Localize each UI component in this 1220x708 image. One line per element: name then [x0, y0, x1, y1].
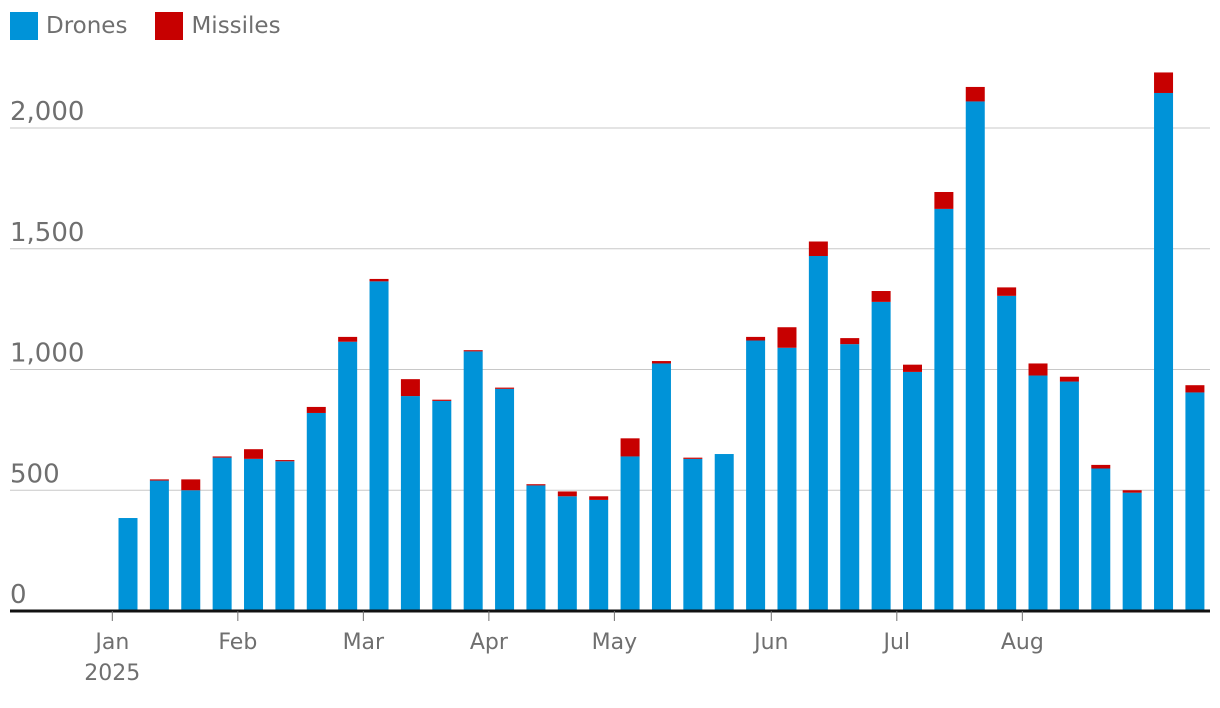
legend-label-missiles: Missiles — [191, 13, 281, 39]
x-tick-sublabel: 2025 — [84, 661, 140, 686]
bar-missiles — [400, 379, 420, 397]
bar-missiles — [181, 479, 201, 491]
bar-drones — [149, 480, 169, 611]
legend-item-missiles: Missiles — [155, 12, 281, 40]
bar-drones — [903, 371, 922, 611]
bar-drones — [777, 347, 797, 611]
x-tick-label: Apr — [470, 630, 509, 655]
bar-drones — [495, 388, 515, 611]
bar-missiles — [997, 287, 1017, 296]
legend-swatch-drones — [10, 12, 38, 40]
x-tick-label: Aug — [1001, 630, 1044, 655]
bar-missiles — [683, 457, 703, 459]
bar-missiles — [338, 336, 358, 342]
bar-missiles — [746, 336, 766, 341]
bar-missiles — [526, 484, 546, 486]
bar-drones — [338, 341, 358, 611]
bar-missiles — [651, 361, 671, 364]
x-tick-label: Feb — [218, 630, 257, 655]
bar-missiles — [1059, 376, 1079, 382]
bar-missiles — [149, 479, 169, 481]
legend-item-drones: Drones — [10, 12, 127, 40]
chart-legend: Drones Missiles — [10, 12, 281, 40]
bar-drones — [965, 101, 985, 611]
bar-missiles — [306, 406, 326, 413]
x-tick-label: Jan — [93, 630, 129, 655]
bar-drones — [808, 255, 828, 611]
y-tick-label: 0 — [10, 580, 27, 610]
bar-missiles — [495, 387, 515, 389]
bar-drones — [1122, 492, 1142, 611]
bar-drones — [432, 400, 452, 611]
bar-drones — [746, 340, 766, 611]
bar-drones — [683, 458, 703, 611]
bar-missiles — [244, 449, 264, 459]
x-tick-label: May — [592, 630, 637, 655]
bar-drones — [589, 499, 609, 611]
x-tick-label: Jul — [882, 630, 911, 655]
bar-drones — [526, 485, 546, 611]
bar-drones — [1154, 92, 1174, 612]
bar-missiles — [934, 191, 954, 209]
bar-drones — [934, 208, 954, 611]
x-tick-label: Jun — [752, 630, 788, 655]
legend-label-drones: Drones — [46, 13, 128, 39]
bar-missiles — [1185, 385, 1205, 393]
bar-missiles — [589, 496, 609, 500]
bar-drones — [275, 461, 295, 611]
y-tick-label: 2,000 — [10, 97, 84, 127]
bar-missiles — [369, 278, 389, 282]
y-tick-label: 1,000 — [10, 339, 84, 369]
bar-drones — [306, 412, 326, 611]
bar-drones — [1185, 392, 1205, 611]
bar-drones — [400, 396, 420, 611]
bar-missiles — [1028, 363, 1048, 376]
bar-drones — [1091, 468, 1111, 611]
bar-missiles — [1154, 72, 1174, 93]
bar-drones — [997, 295, 1017, 611]
x-tick-label: Mar — [343, 630, 385, 655]
y-tick-label: 1,500 — [10, 218, 84, 248]
bar-missiles — [903, 364, 922, 372]
bar-drones — [714, 454, 734, 611]
bar-missiles — [777, 327, 797, 348]
bar-drones — [118, 518, 138, 611]
bar-missiles — [212, 456, 232, 458]
legend-swatch-missiles — [155, 12, 184, 40]
y-tick-label: 500 — [10, 459, 60, 489]
bar-missiles — [840, 338, 860, 345]
bar-drones — [1059, 381, 1079, 611]
bar-drones — [212, 457, 232, 611]
bar-drones — [1028, 375, 1048, 611]
bar-drones — [244, 458, 264, 611]
bar-missiles — [620, 438, 640, 457]
bar-drones — [651, 363, 671, 611]
bar-drones — [620, 456, 640, 611]
bar-missiles — [432, 399, 452, 401]
bar-drones — [369, 281, 389, 611]
bar-drones — [463, 351, 483, 611]
bar-drones — [840, 344, 860, 611]
bar-missiles — [463, 350, 483, 352]
bar-missiles — [871, 291, 891, 302]
bar-missiles — [1091, 464, 1111, 469]
bar-missiles — [808, 241, 828, 256]
bar-missiles — [275, 460, 295, 462]
bar-drones — [181, 490, 201, 611]
bar-drones — [557, 496, 577, 611]
bar-missiles — [965, 86, 985, 102]
bar-missiles — [1122, 490, 1142, 493]
bar-missiles — [557, 491, 577, 497]
bar-drones — [871, 301, 891, 611]
